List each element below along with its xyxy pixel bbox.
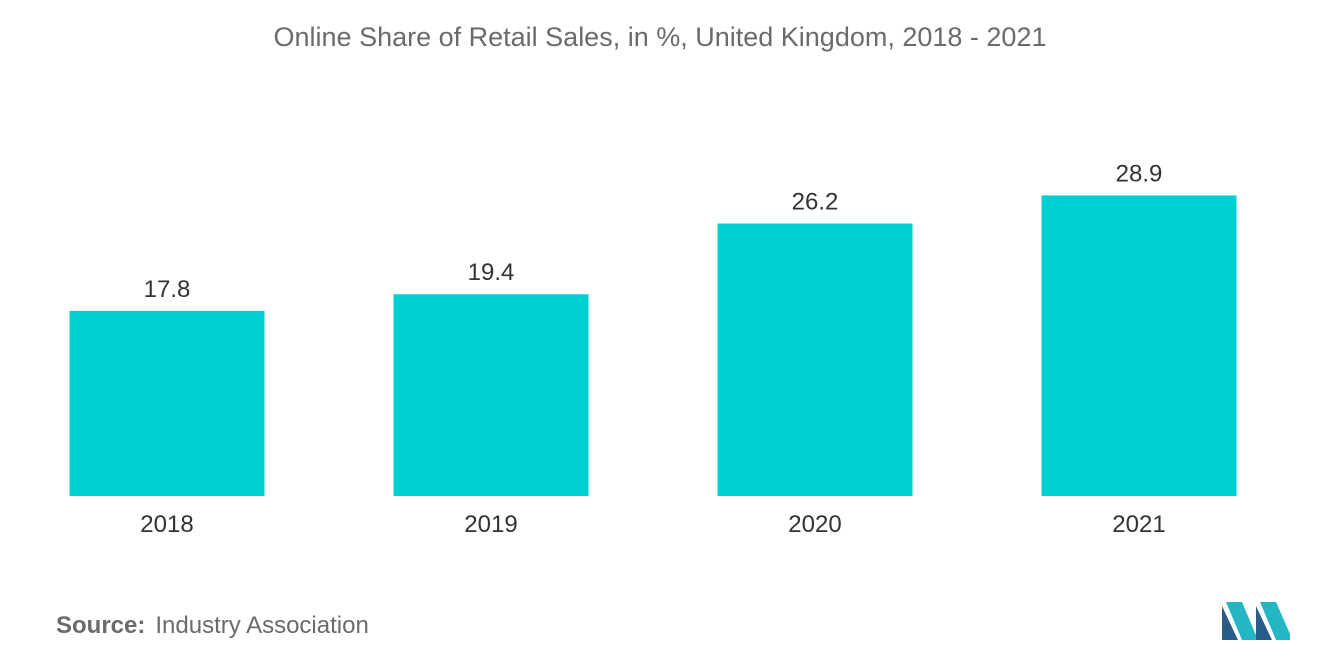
source-label: Source:	[56, 612, 146, 639]
x-tick-label-2021: 2021	[1112, 511, 1165, 538]
bar-2019	[393, 294, 589, 496]
x-tick-label-2020: 2020	[788, 511, 841, 538]
chart-title: Online Share of Retail Sales, in %, Unit…	[273, 22, 1047, 52]
value-label-2018: 17.8	[144, 276, 191, 303]
bar-chart: 17.8 2018 19.4 2019 26.2 2020 28.9 2021	[69, 160, 1237, 538]
source-text: Industry Association	[155, 612, 369, 639]
bar-2021	[1041, 195, 1237, 496]
x-tick-label-2018: 2018	[140, 511, 193, 538]
x-tick-label-2019: 2019	[464, 511, 517, 538]
value-label-2019: 19.4	[468, 259, 515, 286]
bar-2020	[717, 223, 913, 496]
brand-logo-icon	[1222, 602, 1290, 640]
value-label-2020: 26.2	[792, 189, 839, 216]
value-label-2021: 28.9	[1116, 160, 1163, 187]
source-note: Source: Industry Association	[56, 612, 369, 640]
bar-2018	[69, 310, 265, 496]
